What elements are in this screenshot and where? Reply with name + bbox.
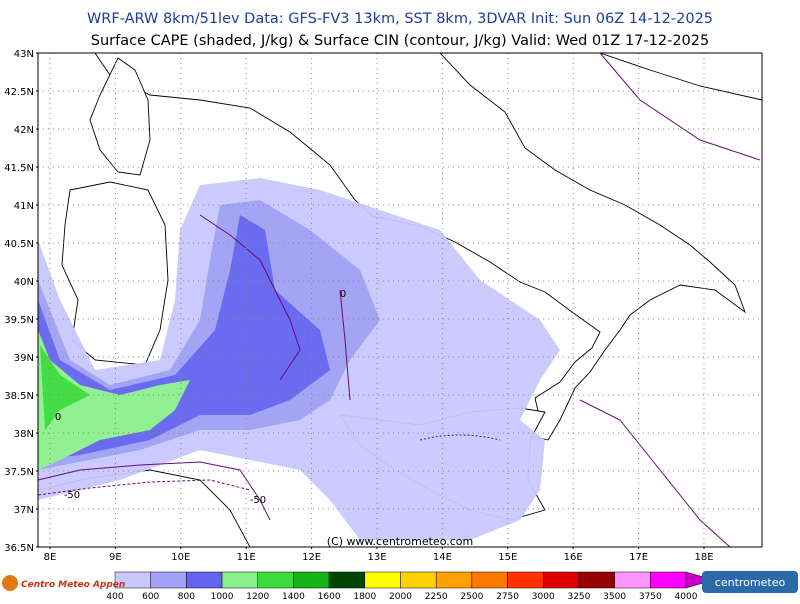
logo-text: Centro Meteo Appen [21, 580, 125, 590]
lat-label: 40.5N [4, 239, 34, 250]
colorbar-box [614, 571, 651, 589]
lat-label: 41N [14, 201, 34, 212]
cin-contours [37, 52, 761, 548]
lon-label: 10E [171, 552, 190, 563]
colorbar-label: 2250 [425, 592, 448, 600]
lat-label: 36.5N [4, 543, 34, 554]
colorbar-box [471, 571, 508, 589]
contour [37, 461, 271, 521]
colorbar-label: 3750 [639, 592, 662, 600]
lat-label: 37N [14, 505, 34, 516]
colorbar-label: 2000 [389, 592, 412, 600]
logo-text: centrometeo [715, 576, 786, 589]
colorbar-label: 1600 [318, 592, 341, 600]
colorbar-box [221, 571, 258, 589]
lon-label: 17E [629, 552, 648, 563]
colorbar-label: 800 [178, 592, 195, 600]
lat-label: 39.5N [4, 315, 34, 326]
frame [37, 52, 763, 548]
contour-label: 0 [340, 289, 346, 300]
cape-1200 [40, 345, 90, 430]
colorbar-label: 2500 [460, 592, 483, 600]
lon-label: 15E [498, 552, 517, 563]
colorbar-label: 1000 [211, 592, 234, 600]
contour [37, 479, 251, 496]
contour-label: -50 [250, 495, 266, 506]
contour [339, 289, 351, 401]
colorbar-arrow [685, 571, 715, 589]
colorbar-box [400, 571, 437, 589]
lat-label: 42.5N [4, 87, 34, 98]
header-line2: Surface CAPE (shaded, J/kg) & Surface CI… [91, 33, 709, 49]
contour [419, 434, 501, 441]
logo-left: Centro Meteo Appen [2, 575, 125, 591]
credit: (C) www.centrometeo.com [327, 535, 473, 548]
colorbar-label: 3000 [532, 592, 555, 600]
colorbar-box [150, 571, 187, 589]
contour-label: 0 [55, 412, 61, 423]
lon-label: 14E [433, 552, 452, 563]
lon-label: 11E [237, 552, 256, 563]
graticule [38, 53, 762, 547]
colorbar-label: 3250 [567, 592, 590, 600]
colorbar-box [186, 571, 223, 589]
lon-label: 18E [694, 552, 713, 563]
lat-label: 40N [14, 277, 34, 288]
colorbar-box [364, 571, 401, 589]
lat-label: 39N [14, 353, 34, 364]
colorbar-box [650, 571, 687, 589]
colorbar-label: 1200 [246, 592, 269, 600]
cape-1000 [38, 330, 190, 470]
colorbar-label: 2750 [496, 592, 519, 600]
lon-label: 13E [367, 552, 386, 563]
lat-label: 41.5N [4, 163, 34, 174]
lat-label: 38.5N [4, 391, 34, 402]
contour [199, 214, 301, 381]
contour [579, 399, 731, 548]
colorbar-box [257, 571, 294, 589]
lon-label: 9E [109, 552, 122, 563]
contour-label: -50 [64, 490, 80, 501]
map: 0 0 -50 -50 (C) www.centrometeo.com [37, 52, 763, 548]
colorbar-box [293, 571, 330, 589]
colorbar-label: 3500 [603, 592, 626, 600]
lon-label: 12E [302, 552, 321, 563]
colorbar-box [578, 571, 615, 589]
colorbar-label: 1400 [282, 592, 305, 600]
cape-shading [38, 178, 560, 540]
colorbar-box [543, 571, 580, 589]
colorbar: 400 600 800 1000 1200 1400 1600 1800 2000 2250 250… [106, 571, 715, 602]
header-line1: WRF-ARW 8km/51lev Data: GFS-FV3 13km, SS… [87, 11, 713, 27]
logo-icon [2, 575, 18, 591]
colorbar-label: 4000 [675, 592, 698, 600]
lat-label: 37.5N [4, 467, 34, 478]
colorbar-box [435, 571, 473, 589]
lat-label: 42N [14, 125, 34, 136]
axes: 43N 42.5N 42N 41.5N 41N 40.5N 40N 39.5N 39N 38.5N… [4, 49, 713, 563]
colorbar-box [507, 571, 544, 589]
logo-bg [702, 571, 798, 593]
colorbar-label: 600 [142, 592, 159, 600]
lat-label: 38N [14, 429, 34, 440]
corsica [89, 57, 151, 176]
colorbar-label: 400 [106, 592, 123, 600]
colorbar-box [328, 571, 366, 589]
lon-label: 8E [44, 552, 57, 563]
logo-right: centrometeo [702, 571, 798, 593]
colorbar-label: 1800 [353, 592, 376, 600]
lon-label: 16E [564, 552, 583, 563]
contour [599, 52, 761, 161]
lat-label: 43N [14, 49, 34, 60]
